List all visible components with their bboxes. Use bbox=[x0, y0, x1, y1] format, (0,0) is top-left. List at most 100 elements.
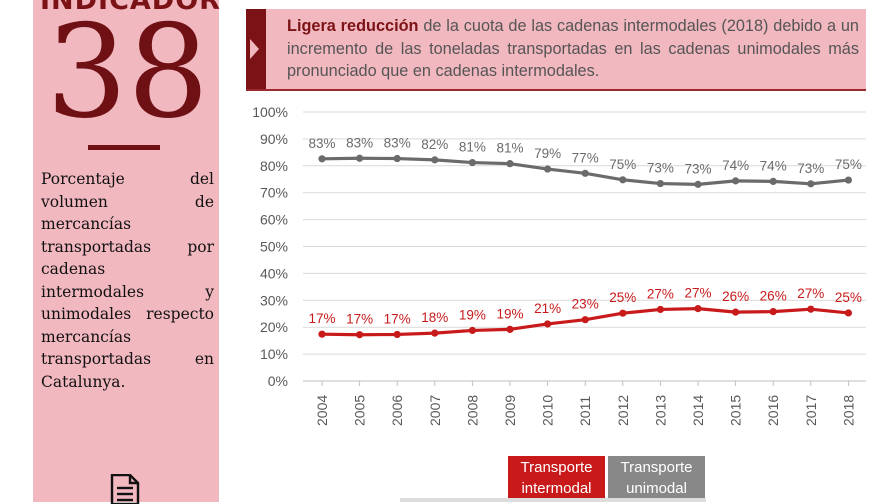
x-tick-label: 2014 bbox=[690, 395, 706, 426]
data-label: 81% bbox=[459, 140, 486, 155]
data-label: 79% bbox=[534, 146, 561, 161]
x-tick-label: 2009 bbox=[502, 395, 518, 426]
data-label: 73% bbox=[797, 161, 824, 176]
data-point bbox=[318, 330, 326, 338]
data-point bbox=[732, 177, 740, 185]
data-label: 27% bbox=[797, 286, 824, 301]
data-label: 17% bbox=[308, 311, 335, 326]
y-tick-label: 60% bbox=[260, 212, 288, 228]
data-point bbox=[431, 329, 439, 337]
y-tick-label: 30% bbox=[260, 292, 288, 308]
data-label: 83% bbox=[308, 136, 335, 151]
data-label: 73% bbox=[647, 161, 674, 176]
x-tick-label: 2008 bbox=[464, 395, 480, 426]
y-tick-label: 20% bbox=[260, 319, 288, 335]
data-label: 74% bbox=[722, 158, 749, 173]
data-label: 17% bbox=[384, 311, 411, 326]
data-label: 21% bbox=[534, 301, 561, 316]
data-point bbox=[807, 305, 815, 313]
data-point bbox=[356, 331, 364, 339]
data-point bbox=[769, 177, 777, 186]
data-label: 26% bbox=[760, 289, 787, 304]
x-tick-label: 2018 bbox=[840, 395, 856, 426]
data-point bbox=[431, 156, 439, 164]
data-point bbox=[506, 325, 514, 333]
data-label: 23% bbox=[572, 297, 599, 312]
data-label: 74% bbox=[760, 158, 787, 173]
x-tick-label: 2016 bbox=[765, 395, 781, 426]
data-label: 27% bbox=[684, 286, 711, 301]
y-tick-label: 0% bbox=[268, 373, 288, 389]
legend-unimodal: Transporte unimodal bbox=[608, 456, 705, 500]
banner-chevron-icon bbox=[246, 9, 266, 89]
data-label: 25% bbox=[835, 290, 862, 305]
x-tick-label: 2006 bbox=[389, 395, 405, 426]
y-tick-label: 10% bbox=[260, 346, 288, 362]
indicator-underline bbox=[88, 145, 160, 150]
y-tick-label: 50% bbox=[260, 239, 288, 255]
indicator-number: 38 bbox=[46, 0, 209, 147]
indicator-label: INDICADOR bbox=[40, 0, 221, 16]
data-label: 17% bbox=[346, 312, 373, 327]
data-label: 25% bbox=[609, 290, 636, 305]
x-tick-label: 2005 bbox=[352, 395, 368, 426]
y-tick-label: 100% bbox=[252, 104, 288, 120]
data-label: 19% bbox=[496, 306, 523, 321]
x-tick-label: 2004 bbox=[314, 395, 330, 426]
data-point bbox=[732, 308, 740, 316]
data-point bbox=[581, 169, 589, 177]
data-label: 19% bbox=[459, 307, 486, 322]
data-point bbox=[506, 160, 514, 168]
indicator-panel bbox=[33, 0, 219, 502]
data-label: 75% bbox=[609, 157, 636, 172]
data-label: 83% bbox=[384, 136, 411, 151]
headline-rest: de la cuota de las cadenas intermodales … bbox=[287, 17, 859, 80]
data-point bbox=[807, 180, 815, 188]
data-point bbox=[656, 305, 665, 314]
data-point bbox=[619, 176, 627, 184]
data-label: 27% bbox=[647, 286, 674, 301]
headline-banner bbox=[246, 9, 866, 89]
x-tick-label: 2013 bbox=[652, 395, 668, 426]
data-point bbox=[581, 316, 589, 324]
x-tick-label: 2007 bbox=[427, 395, 443, 426]
data-point bbox=[656, 179, 665, 188]
data-point bbox=[393, 330, 401, 339]
data-point bbox=[694, 180, 702, 188]
data-point bbox=[468, 158, 476, 167]
y-tick-label: 90% bbox=[260, 131, 288, 147]
data-point bbox=[694, 305, 702, 313]
x-tick-label: 2017 bbox=[803, 395, 819, 426]
x-tick-label: 2010 bbox=[540, 395, 556, 426]
legend-intermodal: Transporte intermodal bbox=[508, 456, 605, 500]
headline-divider bbox=[246, 89, 866, 91]
legend-strip bbox=[400, 498, 706, 502]
data-point bbox=[544, 320, 552, 328]
data-point bbox=[844, 309, 853, 317]
data-point bbox=[844, 176, 853, 184]
data-label: 77% bbox=[572, 150, 599, 165]
y-tick-label: 80% bbox=[260, 158, 288, 174]
data-point bbox=[468, 326, 476, 335]
data-label: 73% bbox=[684, 161, 711, 176]
document-icon[interactable] bbox=[108, 474, 142, 504]
y-tick-label: 40% bbox=[260, 265, 288, 281]
data-point bbox=[356, 154, 364, 162]
data-label: 26% bbox=[722, 289, 749, 304]
x-tick-label: 2015 bbox=[728, 395, 744, 426]
indicator-description: Porcentaje del volumen de mercancías tra… bbox=[41, 170, 214, 391]
data-point bbox=[619, 309, 627, 317]
data-point bbox=[769, 307, 777, 316]
headline-bold: Ligera reducción bbox=[287, 17, 419, 35]
data-point bbox=[544, 165, 552, 173]
data-label: 18% bbox=[421, 310, 448, 325]
x-tick-label: 2011 bbox=[577, 396, 593, 426]
data-point bbox=[393, 154, 401, 163]
y-tick-label: 70% bbox=[260, 185, 288, 201]
data-label: 81% bbox=[496, 141, 523, 156]
data-point bbox=[318, 155, 326, 163]
data-label: 83% bbox=[346, 135, 373, 150]
x-tick-label: 2012 bbox=[615, 395, 631, 426]
data-label: 82% bbox=[421, 137, 448, 152]
